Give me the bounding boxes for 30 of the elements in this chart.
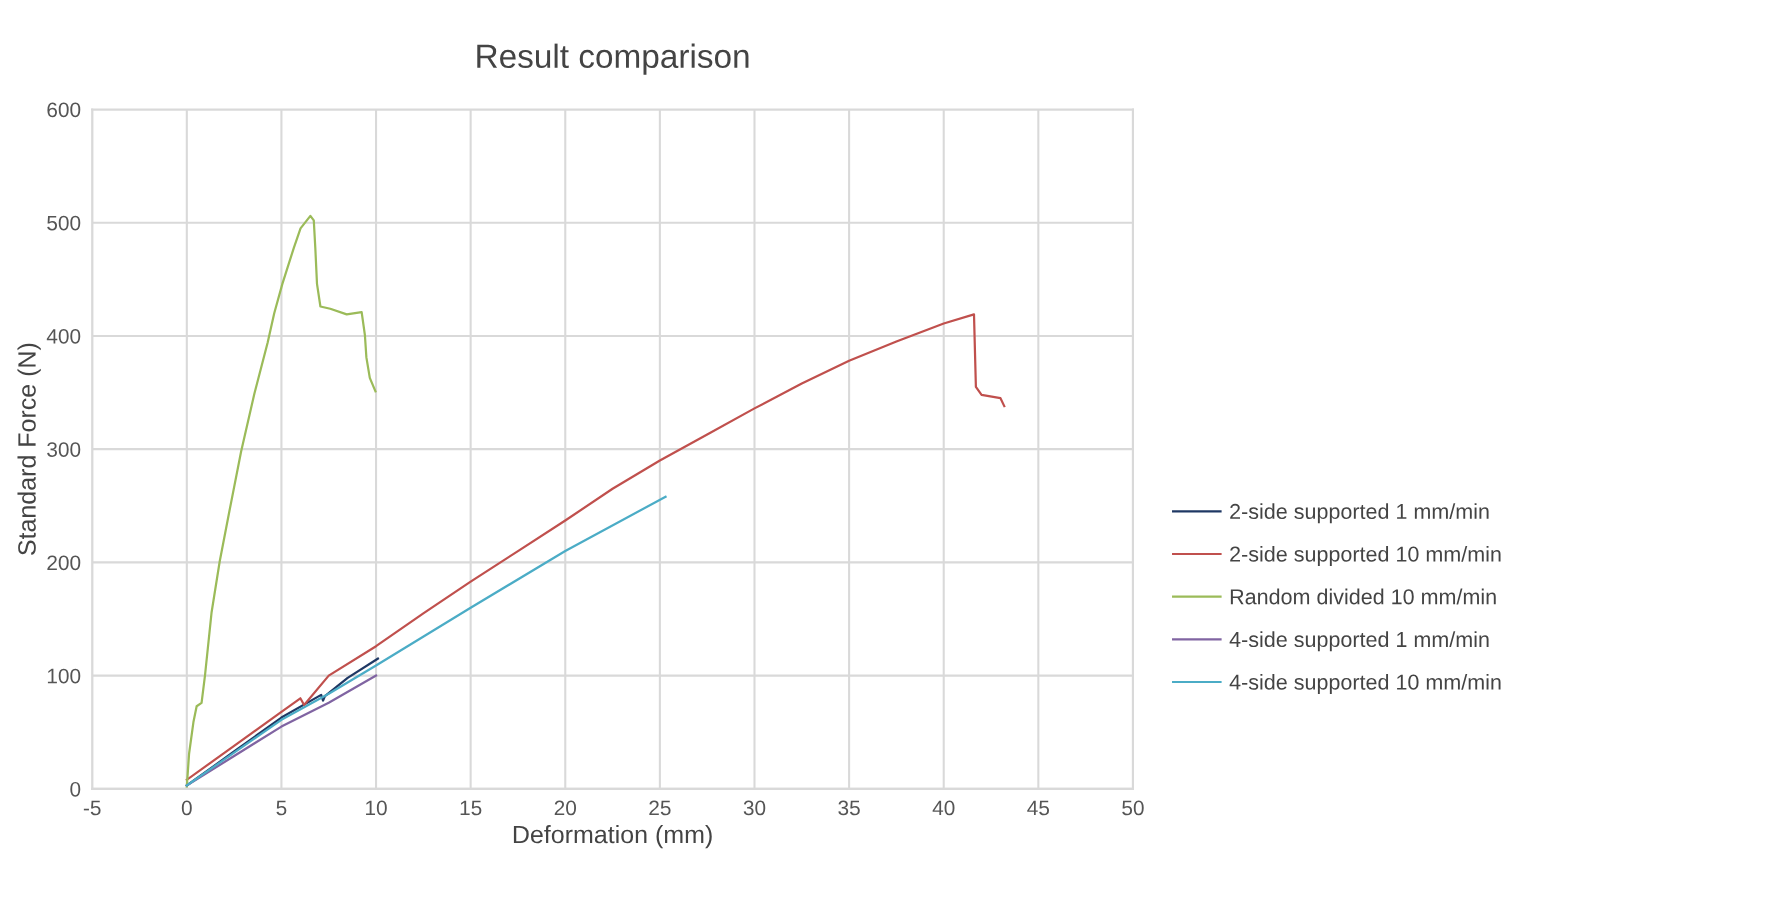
y-tick-label: 400 (46, 328, 81, 344)
x-tick-label: 0 (181, 800, 192, 816)
x-tick-label: 50 (1122, 800, 1144, 816)
y-tick-label: 100 (47, 668, 81, 684)
legend-label: Random divided 10 mm/min (1230, 588, 1496, 605)
chart-title: Result comparison (477, 43, 749, 75)
line-series (185, 495, 667, 787)
x-tick-label: 30 (743, 800, 766, 816)
x-tick-label: 20 (554, 800, 577, 816)
line-series (185, 313, 1006, 781)
x-tick-label: 5 (276, 800, 287, 816)
x-tick-label: 10 (366, 800, 387, 816)
x-tick-label: -5 (83, 800, 101, 816)
x-axis-title: Deformation (mm) (513, 824, 712, 849)
x-tick-label: 45 (1027, 800, 1050, 816)
legend-label: 4-side supported 10 mm/min (1229, 673, 1501, 695)
line-series (185, 214, 377, 788)
legend-label: 2-side supported 1 mm/min (1230, 503, 1489, 524)
x-tick-label: 35 (838, 800, 860, 816)
legend-label: 2-side supported 10 mm/min (1230, 545, 1501, 566)
y-tick-label: 200 (47, 555, 81, 571)
y-tick-label: 300 (47, 442, 81, 457)
legend-label: 4-side supported 1 mm/min (1229, 631, 1489, 652)
x-tick-label: 25 (649, 800, 671, 816)
y-axis-title: Standard Force (N) (17, 343, 41, 555)
x-tick-label: 15 (460, 800, 482, 816)
y-tick-label: 600 (47, 102, 81, 118)
x-tick-label: 40 (932, 800, 955, 816)
y-tick-label: 0 (70, 781, 81, 797)
y-tick-label: 500 (47, 215, 81, 231)
